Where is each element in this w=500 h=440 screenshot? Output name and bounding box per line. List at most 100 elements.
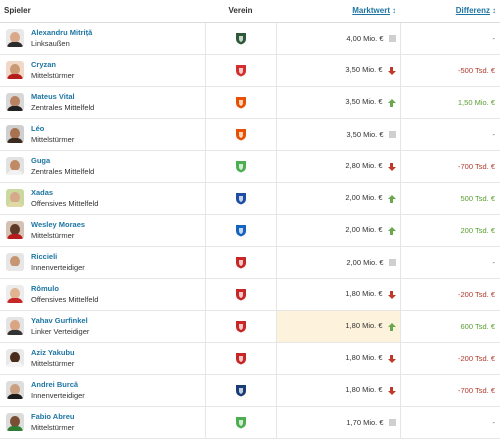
- arrow-down-icon: [387, 290, 396, 299]
- header-market-value-sort[interactable]: Marktwert ↕: [276, 0, 400, 23]
- player-cell: Fabio Abreu Mittelstürmer: [0, 406, 206, 439]
- player-cell: Léo Mittelstürmer: [0, 118, 206, 151]
- player-avatar[interactable]: [6, 253, 24, 271]
- table-row: Léo Mittelstürmer 3,50 Mio. € -: [0, 118, 500, 151]
- market-value: 1,80 Mio. €: [345, 289, 383, 299]
- player-cell: Alexandru Mitriță Linksaußen: [0, 22, 206, 55]
- club-cell: [205, 406, 277, 439]
- player-avatar[interactable]: [6, 93, 24, 111]
- arrow-up-icon: [387, 226, 396, 235]
- player-name-link[interactable]: Wesley Moraes: [31, 220, 86, 229]
- crest-navy-shield-icon[interactable]: [235, 384, 247, 397]
- player-name-link[interactable]: Guga: [31, 156, 51, 165]
- crest-red-white-icon[interactable]: [235, 64, 247, 77]
- header-difference-sort[interactable]: Differenz ↕: [400, 0, 500, 23]
- player-name-link[interactable]: Fabio Abreu: [31, 412, 75, 421]
- player-avatar[interactable]: [6, 157, 24, 175]
- arrow-up-icon: [387, 322, 396, 331]
- player-avatar[interactable]: [6, 29, 24, 47]
- player-avatar[interactable]: [6, 285, 24, 303]
- table-row: Mateus Vital Zentrales Mittelfeld 3,50 M…: [0, 86, 500, 119]
- value-difference: -: [492, 417, 496, 427]
- market-value: 1,70 Mio. €: [346, 417, 384, 427]
- value-difference: 500 Tsd. €: [460, 193, 495, 203]
- market-value: 3,50 Mio. €: [345, 97, 383, 107]
- crest-red-stripes-icon[interactable]: [235, 288, 247, 301]
- market-value-cell: 1,70 Mio. €: [276, 406, 401, 439]
- crest-red-white-square-icon[interactable]: [235, 256, 247, 269]
- table-row: Xadas Offensives Mittelfeld 2,00 Mio. € …: [0, 182, 500, 215]
- player-name-link[interactable]: Mateus Vital: [31, 92, 75, 101]
- value-difference: 600 Tsd. €: [460, 321, 495, 331]
- player-position: Mittelstürmer: [31, 423, 75, 432]
- player-name-link[interactable]: Xadas: [31, 188, 54, 197]
- header-club: Verein: [205, 0, 276, 23]
- player-avatar[interactable]: [6, 317, 24, 335]
- table-row: Cryzan Mittelstürmer 3,50 Mio. € -500 Ts…: [0, 54, 500, 87]
- table-row: Aziz Yakubu Mittelstürmer 1,80 Mio. € -2…: [0, 342, 500, 375]
- player-name-link[interactable]: Cryzan: [31, 60, 57, 69]
- player-cell: Rômulo Offensives Mittelfeld: [0, 278, 206, 311]
- player-avatar[interactable]: [6, 381, 24, 399]
- market-value-cell: 4,00 Mio. €: [276, 22, 401, 55]
- player-position: Mittelstürmer: [31, 71, 75, 80]
- difference-cell: -200 Tsd. €: [400, 342, 500, 375]
- market-value-cell: 1,80 Mio. €: [276, 310, 401, 343]
- player-position: Zentrales Mittelfeld: [31, 167, 95, 176]
- arrow-up-icon: [387, 98, 396, 107]
- value-difference: -700 Tsd. €: [458, 385, 495, 395]
- table-header-row: Spieler Verein Marktwert ↕ Differenz ↕: [0, 0, 500, 23]
- difference-cell: 1,50 Mio. €: [400, 86, 500, 119]
- crest-red-orange-icon[interactable]: [235, 128, 247, 141]
- market-value-cell: 2,80 Mio. €: [276, 150, 401, 183]
- crest-dark-green-icon[interactable]: [235, 32, 247, 45]
- player-name-link[interactable]: Riccieli: [31, 252, 58, 261]
- club-cell: [205, 246, 277, 279]
- player-name-link[interactable]: Yahav Gurfinkel: [31, 316, 88, 325]
- crest-red-orange-icon[interactable]: [235, 96, 247, 109]
- market-value: 2,00 Mio. €: [346, 257, 384, 267]
- player-avatar[interactable]: [6, 349, 24, 367]
- difference-cell: -: [400, 406, 500, 439]
- player-avatar[interactable]: [6, 413, 24, 431]
- player-avatar[interactable]: [6, 189, 24, 207]
- market-value-cell: 3,50 Mio. €: [276, 86, 401, 119]
- crest-blue-round-icon[interactable]: [235, 224, 247, 237]
- player-avatar[interactable]: [6, 61, 24, 79]
- market-value: 2,00 Mio. €: [345, 225, 383, 235]
- market-value: 1,80 Mio. €: [345, 321, 383, 331]
- crest-red-white-square-icon[interactable]: [235, 352, 247, 365]
- player-avatar[interactable]: [6, 125, 24, 143]
- player-name-link[interactable]: Rômulo: [31, 284, 59, 293]
- header-market-value-label: Marktwert: [352, 6, 390, 16]
- crest-green-yellow-icon[interactable]: [235, 416, 247, 429]
- market-value: 3,50 Mio. €: [346, 129, 384, 139]
- player-position: Zentrales Mittelfeld: [31, 103, 95, 112]
- arrow-down-icon: [387, 162, 396, 171]
- value-difference: 1,50 Mio. €: [457, 97, 495, 107]
- club-cell: [205, 214, 277, 247]
- difference-cell: -500 Tsd. €: [400, 54, 500, 87]
- player-position: Offensives Mittelfeld: [31, 295, 99, 304]
- player-name-link[interactable]: Léo: [31, 124, 45, 133]
- player-name-link[interactable]: Aziz Yakubu: [31, 348, 75, 357]
- crest-green-yellow-icon[interactable]: [235, 160, 247, 173]
- no-change-icon: [388, 419, 396, 427]
- no-change-icon: [388, 35, 396, 43]
- player-avatar[interactable]: [6, 221, 24, 239]
- market-value-cell: 3,50 Mio. €: [276, 54, 401, 87]
- difference-cell: -700 Tsd. €: [400, 150, 500, 183]
- header-difference-label: Differenz: [455, 6, 490, 16]
- crest-blue-shield-icon[interactable]: [235, 192, 247, 205]
- difference-cell: 200 Tsd. €: [400, 214, 500, 247]
- header-player: Spieler: [0, 0, 205, 23]
- crest-red-stripes-icon[interactable]: [235, 320, 247, 333]
- market-value: 4,00 Mio. €: [346, 33, 384, 43]
- player-name-link[interactable]: Alexandru Mitriță: [31, 28, 93, 37]
- value-difference: 200 Tsd. €: [460, 225, 495, 235]
- club-cell: [205, 182, 277, 215]
- club-cell: [205, 86, 277, 119]
- value-difference: -: [492, 257, 496, 267]
- player-name-link[interactable]: Andrei Burcă: [31, 380, 79, 389]
